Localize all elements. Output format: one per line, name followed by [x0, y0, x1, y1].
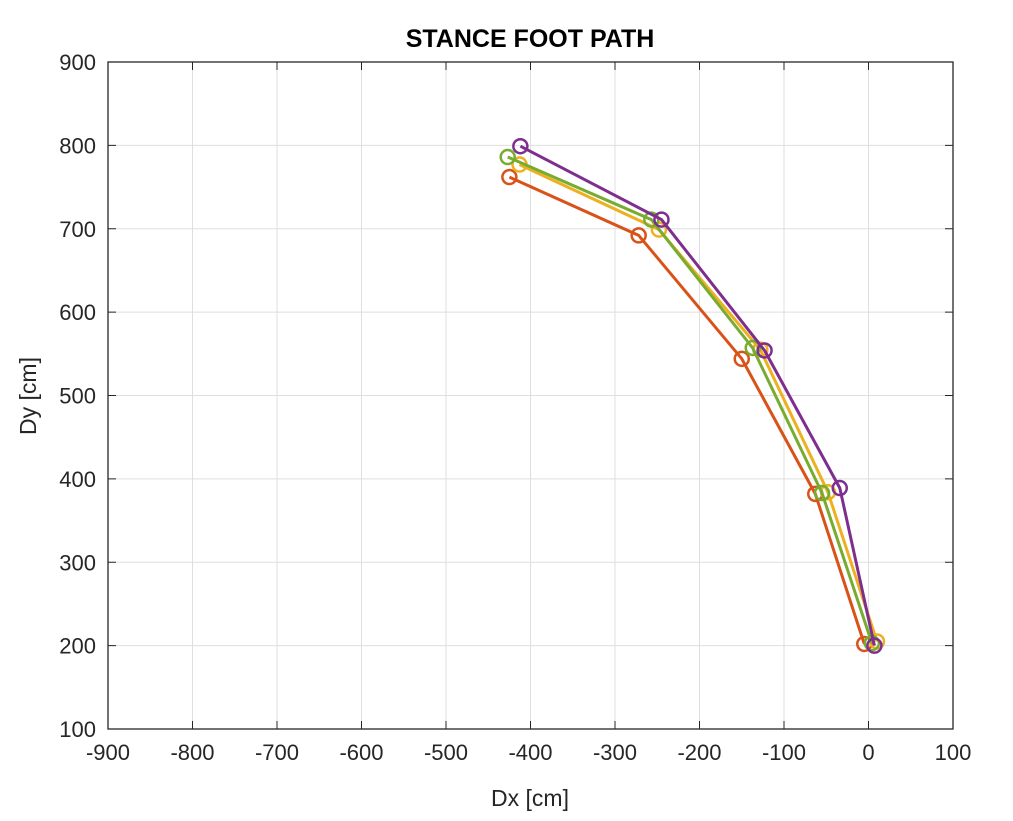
data-point — [813, 484, 831, 502]
data-point — [653, 211, 670, 228]
y-tick-label: 200 — [59, 634, 96, 659]
x-tick-label: -500 — [424, 740, 468, 765]
series-3 — [499, 148, 881, 652]
y-tick-label: 700 — [59, 217, 96, 242]
series-line — [508, 175, 866, 645]
data-point — [744, 339, 761, 357]
data-point — [756, 342, 773, 359]
tick-labels: -900 -800 -700 -600 -500 -400 -300 -200 -100 0 100… — [59, 50, 971, 765]
axes — [107, 61, 954, 730]
series-line — [519, 144, 876, 646]
y-tick-label: 100 — [59, 717, 96, 742]
data-point — [499, 148, 516, 166]
data-point — [733, 350, 750, 368]
x-tick-label: -100 — [762, 740, 806, 765]
series-4 — [512, 137, 883, 654]
data-point — [501, 168, 518, 186]
x-tick-label: -200 — [677, 740, 721, 765]
x-tick-label: 100 — [935, 740, 972, 765]
x-axis-label: Dx [cm] — [491, 785, 569, 811]
y-tick-label: 900 — [59, 50, 96, 75]
y-tick-label: 400 — [59, 467, 96, 492]
data-point — [630, 227, 647, 244]
x-tick-label: 0 — [862, 740, 874, 765]
x-tick-label: -700 — [255, 740, 299, 765]
x-tick-label: -800 — [170, 740, 214, 765]
data-point — [866, 637, 883, 654]
y-tick-label: 800 — [59, 133, 96, 158]
y-tick-label: 300 — [59, 550, 96, 575]
x-tick-label: -900 — [86, 740, 130, 765]
y-axis-label: Dy [cm] — [15, 357, 41, 435]
x-tick-label: -400 — [508, 740, 552, 765]
x-tick-label: -300 — [593, 740, 637, 765]
series-group — [499, 137, 886, 654]
data-point — [512, 137, 529, 155]
y-tick-label: 500 — [59, 384, 96, 409]
chart-title: STANCE FOOT PATH — [406, 25, 655, 53]
x-tick-label: -600 — [339, 740, 383, 765]
y-tick-label: 600 — [59, 300, 96, 325]
series-line — [507, 155, 874, 644]
data-point — [831, 479, 849, 497]
